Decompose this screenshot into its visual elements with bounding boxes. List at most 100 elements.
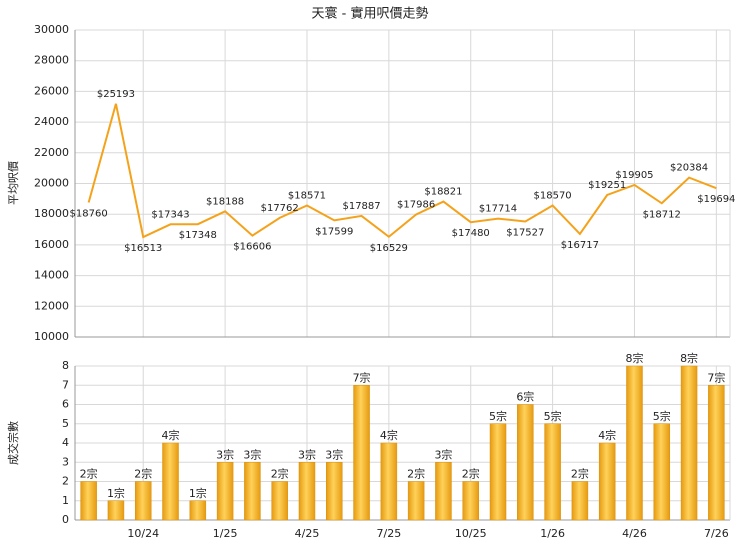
data-label: 4宗 — [162, 428, 180, 442]
bar — [708, 385, 725, 521]
y-tick-label: 12000 — [34, 299, 69, 312]
bar — [680, 365, 698, 521]
data-label: $17480 — [452, 228, 490, 239]
data-label: $17887 — [342, 201, 380, 212]
data-label: $25193 — [97, 89, 135, 100]
bar — [216, 462, 234, 521]
bar — [407, 481, 425, 521]
data-label: 8宗 — [625, 351, 643, 365]
y-tick-label: 7 — [62, 378, 69, 391]
y-tick-label: 28000 — [34, 54, 69, 67]
data-label: 2宗 — [462, 467, 480, 481]
data-label: 5宗 — [489, 409, 507, 423]
y-tick-label: 5 — [62, 417, 69, 430]
y-tick-label: 4 — [62, 436, 69, 449]
data-label: 7宗 — [353, 370, 371, 384]
data-label: 3宗 — [434, 447, 452, 461]
data-label: 3宗 — [298, 447, 316, 461]
data-label: 1宗 — [189, 486, 207, 500]
data-label: 4宗 — [380, 428, 398, 442]
y-tick-label: 26000 — [34, 84, 69, 97]
data-label: 7宗 — [707, 370, 725, 384]
bar — [134, 481, 152, 521]
y-tick-label: 2 — [62, 475, 69, 488]
y-tick-label: 20000 — [34, 177, 69, 190]
bar — [271, 481, 288, 521]
y-tick-label: 22000 — [34, 146, 69, 159]
data-label: $18188 — [206, 196, 244, 207]
x-tick-label: 7/26 — [704, 527, 729, 540]
data-label: $16717 — [561, 240, 599, 251]
x-tick-label: 1/25 — [213, 527, 238, 540]
data-label: $17762 — [261, 203, 299, 214]
data-label: 5宗 — [544, 409, 562, 423]
data-label: 6宗 — [516, 390, 534, 404]
bar — [626, 365, 643, 521]
data-label: $19694 — [697, 194, 735, 205]
data-label: $18760 — [70, 209, 108, 220]
bar — [80, 481, 97, 521]
data-label: $19251 — [588, 180, 626, 191]
data-label: 1宗 — [107, 486, 125, 500]
y-tick-label: 18000 — [34, 207, 69, 220]
data-label: $17527 — [506, 227, 544, 238]
y-tick-label: 16000 — [34, 238, 69, 251]
data-label: $16529 — [370, 243, 408, 254]
data-label: 8宗 — [680, 351, 698, 365]
bar — [462, 481, 479, 521]
y-tick-label: 0 — [62, 513, 69, 526]
data-label: $17714 — [479, 204, 517, 215]
data-label: 5宗 — [653, 409, 671, 423]
x-tick-label: 7/25 — [377, 527, 402, 540]
bar — [435, 462, 452, 521]
bar — [244, 462, 261, 521]
data-label: 2宗 — [571, 467, 589, 481]
data-label: $18570 — [534, 190, 572, 201]
bar — [353, 385, 370, 521]
data-label: 2宗 — [271, 467, 289, 481]
bar — [162, 442, 179, 521]
price-line — [87, 103, 717, 239]
data-label: 2宗 — [407, 467, 425, 481]
data-label: $20384 — [670, 163, 708, 174]
data-label: $17343 — [151, 209, 189, 220]
y-tick-label: 10000 — [34, 330, 69, 343]
y-tick-label: 6 — [62, 398, 69, 411]
x-tick-label: 1/26 — [540, 527, 565, 540]
y-tick-label: 30000 — [34, 23, 69, 36]
data-label: 4宗 — [598, 428, 616, 442]
data-label: $18571 — [288, 190, 326, 201]
x-tick-label: 4/25 — [295, 527, 320, 540]
x-tick-label: 10/25 — [455, 527, 487, 540]
data-label: $17986 — [397, 199, 435, 210]
data-label: $16606 — [233, 242, 271, 253]
data-label: $16513 — [124, 243, 162, 254]
data-label: 3宗 — [216, 447, 234, 461]
bar — [189, 500, 207, 521]
y-tick-label: 3 — [62, 455, 69, 468]
data-label: 3宗 — [325, 447, 343, 461]
data-label: $17348 — [179, 230, 217, 241]
bar — [598, 442, 616, 521]
y-axis-label: 成交宗數 — [6, 421, 20, 465]
chart-title: 天寰 - 實用呎價走勢 — [312, 6, 429, 22]
data-label: $17599 — [315, 226, 353, 237]
data-label: 2宗 — [80, 467, 98, 481]
bar — [571, 481, 589, 521]
bar — [107, 500, 125, 521]
x-tick-label: 4/26 — [622, 527, 647, 540]
bar — [653, 423, 671, 521]
y-tick-label: 8 — [62, 359, 69, 372]
data-label: $18712 — [643, 209, 681, 220]
bar — [489, 423, 507, 521]
y-tick-label: 1 — [62, 494, 69, 507]
bar — [380, 442, 398, 521]
bar — [298, 462, 316, 521]
x-tick-label: 10/24 — [127, 527, 159, 540]
y-tick-label: 24000 — [34, 115, 69, 128]
data-label: $18821 — [424, 187, 462, 198]
bar — [517, 404, 534, 521]
bar — [326, 462, 343, 521]
y-tick-label: 14000 — [34, 269, 69, 282]
